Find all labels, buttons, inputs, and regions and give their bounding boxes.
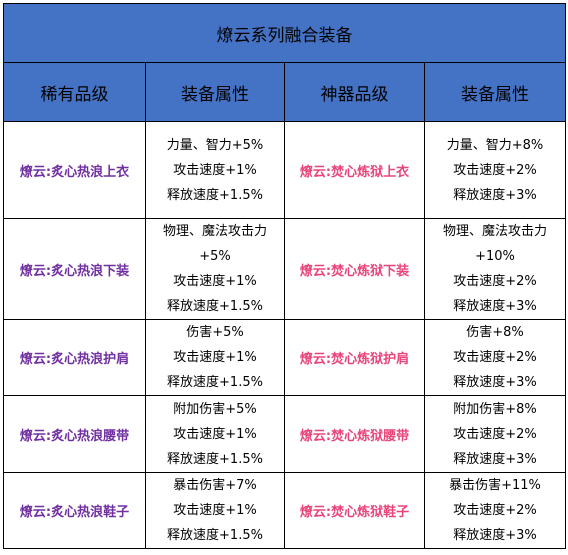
rare-item-name: 燎云:炙心热浪鞋子	[3, 472, 146, 549]
attribute-line: +10%	[475, 249, 515, 264]
artifact-item-name: 燎云:焚心炼狱鞋子	[284, 472, 425, 549]
attribute-line: 释放速度+1.5%	[167, 299, 263, 314]
table-row: 燎云:炙心热浪鞋子 暴击伤害+7% 攻击速度+1% 释放速度+1.5% 燎云:焚…	[3, 472, 566, 549]
attribute-line: 附加伤害+8%	[453, 401, 537, 417]
attribute-line: 力量、智力+8%	[446, 137, 544, 153]
rare-item-attributes: 附加伤害+5% 攻击速度+1% 释放速度+1.5%	[145, 395, 285, 473]
attribute-line: 释放速度+1.5%	[167, 375, 263, 390]
attribute-line: 攻击速度+1%	[173, 503, 257, 518]
rare-item-name: 燎云:炙心热浪腰带	[3, 395, 146, 473]
attribute-line: 释放速度+3%	[453, 528, 537, 543]
artifact-item-name: 燎云:焚心炼狱腰带	[284, 395, 425, 473]
attribute-line: 力量、智力+5%	[166, 137, 264, 153]
table-row: 燎云:炙心热浪腰带 附加伤害+5% 攻击速度+1% 释放速度+1.5% 燎云:焚…	[3, 395, 566, 473]
attribute-line: +5%	[199, 249, 231, 264]
rare-item-attributes: 物理、魔法攻击力 +5% 攻击速度+1% 释放速度+1.5%	[145, 218, 285, 320]
equipment-table: 燎云系列融合装备 稀有品级 装备属性 神器品级 装备属性 燎云:炙心热浪上衣 力…	[3, 3, 566, 549]
attribute-line: 攻击速度+1%	[173, 350, 257, 365]
rare-item-name: 燎云:炙心热浪护肩	[3, 319, 146, 396]
attribute-line: 攻击速度+2%	[453, 274, 537, 289]
table-row: 燎云:炙心热浪上衣 力量、智力+5% 攻击速度+1% 释放速度+1.5% 燎云:…	[3, 121, 566, 219]
artifact-item-name: 燎云:焚心炼狱下装	[284, 218, 425, 320]
attribute-line: 附加伤害+5%	[173, 401, 257, 417]
artifact-item-name: 燎云:焚心炼狱上衣	[284, 121, 425, 219]
attribute-line: 暴击伤害+11%	[449, 478, 541, 493]
artifact-item-attributes: 伤害+8% 攻击速度+2% 释放速度+3%	[424, 319, 566, 396]
attribute-line: 物理、魔法攻击力	[162, 224, 267, 239]
header-rare-grade: 稀有品级	[3, 62, 146, 122]
attribute-line: 物理、魔法攻击力	[442, 224, 547, 239]
artifact-item-attributes: 附加伤害+8% 攻击速度+2% 释放速度+3%	[424, 395, 566, 473]
attribute-line: 伤害+8%	[466, 325, 524, 340]
artifact-item-attributes: 物理、魔法攻击力 +10% 攻击速度+2% 释放速度+3%	[424, 218, 566, 320]
rare-item-attributes: 伤害+5% 攻击速度+1% 释放速度+1.5%	[145, 319, 285, 396]
attribute-line: 暴击伤害+7%	[173, 478, 257, 493]
rare-item-attributes: 暴击伤害+7% 攻击速度+1% 释放速度+1.5%	[145, 472, 285, 549]
attribute-line: 释放速度+3%	[453, 375, 537, 390]
attribute-line: 释放速度+1.5%	[167, 528, 263, 543]
header-row: 稀有品级 装备属性 神器品级 装备属性	[3, 62, 566, 122]
artifact-item-name: 燎云:焚心炼狱护肩	[284, 319, 425, 396]
header-artifact-attributes: 装备属性	[424, 62, 566, 122]
rare-item-name: 燎云:炙心热浪上衣	[3, 121, 146, 219]
attribute-line: 释放速度+1.5%	[167, 451, 263, 467]
attribute-line: 伤害+5%	[186, 325, 244, 340]
attribute-line: 释放速度+3%	[453, 187, 537, 203]
attribute-line: 释放速度+1.5%	[167, 187, 263, 203]
attribute-line: 攻击速度+1%	[173, 162, 257, 178]
header-artifact-grade: 神器品级	[284, 62, 425, 122]
rare-item-attributes: 力量、智力+5% 攻击速度+1% 释放速度+1.5%	[145, 121, 285, 219]
table-row: 燎云:炙心热浪下装 物理、魔法攻击力 +5% 攻击速度+1% 释放速度+1.5%…	[3, 218, 566, 320]
attribute-line: 攻击速度+2%	[453, 503, 537, 518]
attribute-line: 攻击速度+2%	[453, 162, 537, 178]
artifact-item-attributes: 力量、智力+8% 攻击速度+2% 释放速度+3%	[424, 121, 566, 219]
attribute-line: 攻击速度+1%	[173, 274, 257, 289]
attribute-line: 攻击速度+1%	[173, 426, 257, 442]
table-title: 燎云系列融合装备	[3, 3, 566, 63]
attribute-line: 释放速度+3%	[453, 451, 537, 467]
rare-item-name: 燎云:炙心热浪下装	[3, 218, 146, 320]
attribute-line: 攻击速度+2%	[453, 426, 537, 442]
title-row: 燎云系列融合装备	[3, 3, 566, 63]
header-rare-attributes: 装备属性	[145, 62, 285, 122]
artifact-item-attributes: 暴击伤害+11% 攻击速度+2% 释放速度+3%	[424, 472, 566, 549]
attribute-line: 释放速度+3%	[453, 299, 537, 314]
table-row: 燎云:炙心热浪护肩 伤害+5% 攻击速度+1% 释放速度+1.5% 燎云:焚心炼…	[3, 319, 566, 396]
attribute-line: 攻击速度+2%	[453, 350, 537, 365]
